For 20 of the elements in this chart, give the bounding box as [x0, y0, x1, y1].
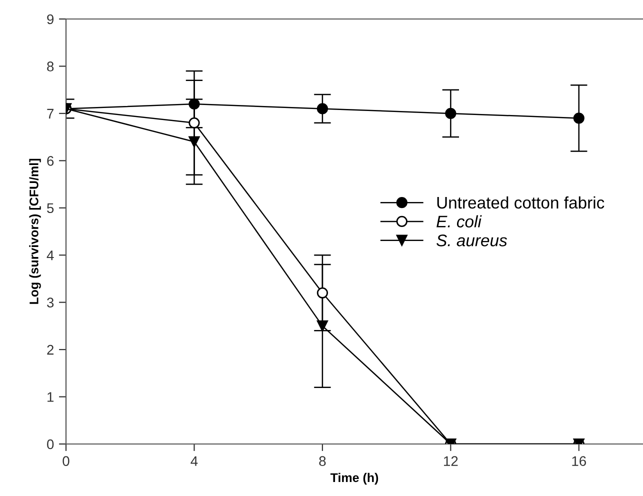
y-tick-label: 0 [47, 439, 54, 450]
y-tick-label: 9 [47, 14, 54, 24]
y-tick-label: 6 [47, 156, 54, 166]
y-axis-title: Log (survivors) [CFU/ml] [29, 158, 41, 304]
y-tick-label: 3 [47, 298, 54, 308]
y-tick-label: 4 [46, 250, 54, 260]
x-axis-title: Time (h) [330, 472, 378, 485]
legend-label: S. aureus [436, 234, 508, 246]
legend-label: E. coli [436, 215, 482, 228]
x-tick-label: 12 [444, 456, 458, 466]
y-tick-label: 7 [47, 108, 54, 118]
y-tick-label: 2 [47, 344, 54, 355]
y-tick-label: 1 [48, 392, 54, 402]
x-tick-label: 4 [190, 456, 198, 466]
x-tick-label: 16 [572, 456, 586, 466]
legend-label: Untreated cotton fabric [437, 196, 604, 209]
y-tick-label: 8 [47, 62, 54, 72]
x-tick-label: 0 [62, 456, 70, 466]
x-tick-label: 8 [319, 456, 326, 466]
y-tick-label: 5 [47, 203, 54, 214]
